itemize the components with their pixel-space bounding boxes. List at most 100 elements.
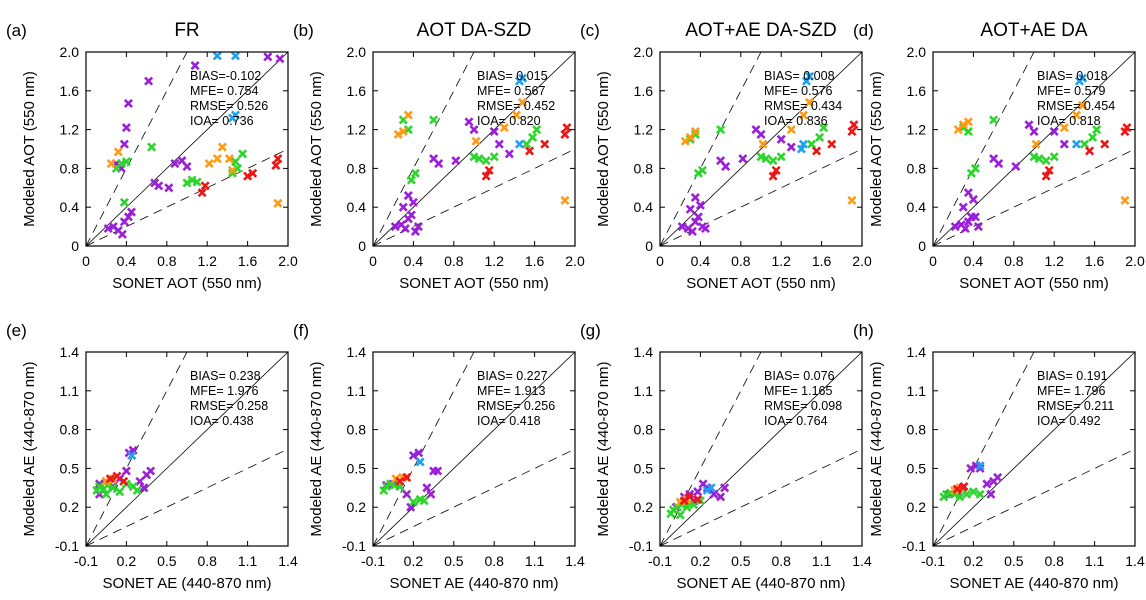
y-tick-label: 0.4 bbox=[907, 199, 927, 215]
data-point-green bbox=[970, 163, 980, 173]
data-point-green bbox=[474, 154, 484, 164]
series-orange bbox=[680, 97, 857, 205]
x-tick-label: 0.5 bbox=[1004, 553, 1024, 569]
data-point-purple bbox=[426, 489, 436, 499]
data-point-purple bbox=[993, 472, 1003, 482]
x-tick-label: 0.8 bbox=[771, 553, 791, 569]
y-axis-title: Modeled AE (440-870 nm) bbox=[595, 361, 612, 536]
y-axis-title: Modeled AOT (550 nm) bbox=[868, 71, 885, 227]
x-tick-label: 1.1 bbox=[812, 553, 832, 569]
data-point-purple bbox=[709, 489, 719, 499]
data-point-green bbox=[1041, 156, 1051, 166]
panel-title: AOT+AE DA-SZD bbox=[685, 20, 837, 41]
scatter-panel: 0 0.4 0.8 1.2 1.6 2.0 0 0.4 0.8 1.2 1.6 2.0 SONET AO… bbox=[293, 20, 585, 292]
y-tick-label: 0.8 bbox=[907, 422, 927, 438]
statistic-label: MFE= 1.796 bbox=[1037, 384, 1105, 398]
data-point-green bbox=[1088, 132, 1098, 142]
y-tick-label: 0.5 bbox=[907, 460, 927, 476]
y-tick-label: 0.8 bbox=[634, 422, 654, 438]
statistic-label: BIAS=-0.102 bbox=[190, 69, 261, 83]
one-to-one-line bbox=[86, 52, 288, 246]
statistic-label: MFE= 0.579 bbox=[1037, 84, 1105, 98]
y-tick-label: -0.1 bbox=[55, 538, 79, 554]
data-point-green bbox=[776, 152, 786, 162]
x-tick-label: 0.8 bbox=[1044, 553, 1064, 569]
x-tick-label: 0.8 bbox=[197, 553, 217, 569]
y-tick-label: 0.2 bbox=[347, 499, 367, 515]
data-point-blue bbox=[798, 139, 808, 149]
y-tick-label: 0.4 bbox=[60, 199, 80, 215]
data-point-red bbox=[402, 472, 412, 482]
statistic-label: MFE= 1.976 bbox=[190, 384, 258, 398]
statistic-label: IOA= 0.836 bbox=[764, 114, 828, 128]
y-tick-label: 1.1 bbox=[60, 383, 80, 399]
statistic-label: BIAS= 0.227 bbox=[477, 369, 548, 383]
series-red bbox=[481, 123, 572, 181]
x-tick-label: 0.5 bbox=[444, 553, 464, 569]
data-point-blue bbox=[230, 110, 240, 120]
one-to-one-line bbox=[933, 52, 1135, 246]
data-point-green bbox=[675, 510, 685, 520]
series-green bbox=[685, 123, 829, 178]
panel-letter: (b) bbox=[293, 21, 314, 40]
series-green bbox=[111, 142, 248, 207]
statistic-label: RMSE= 0.256 bbox=[477, 399, 555, 413]
data-point-purple bbox=[275, 54, 285, 64]
data-point-red bbox=[243, 171, 253, 181]
data-point-green bbox=[522, 139, 532, 149]
statistic-label: MFE= 0.567 bbox=[477, 84, 545, 98]
y-tick-label: 0 bbox=[918, 238, 926, 254]
two-to-one-line bbox=[373, 52, 475, 246]
data-point-orange bbox=[212, 154, 222, 164]
x-tick-label: 0 bbox=[656, 253, 664, 269]
data-point-red bbox=[1041, 171, 1051, 181]
data-point-green bbox=[489, 152, 499, 162]
data-point-green bbox=[410, 168, 420, 178]
x-tick-label: 2.0 bbox=[278, 253, 298, 269]
two-to-one-line bbox=[933, 352, 1035, 546]
statistic-label: RMSE= 0.434 bbox=[764, 99, 842, 113]
y-tick-label: -0.1 bbox=[902, 538, 926, 554]
statistic-label: RMSE= 0.454 bbox=[1037, 99, 1115, 113]
data-point-purple bbox=[677, 222, 687, 232]
series-orange bbox=[953, 100, 1130, 205]
data-point-blue bbox=[975, 461, 985, 471]
statistic-label: IOA= 0.438 bbox=[190, 414, 254, 428]
data-point-orange bbox=[227, 165, 237, 175]
data-point-green bbox=[121, 157, 131, 167]
data-point-blue bbox=[230, 51, 240, 61]
data-point-purple bbox=[398, 202, 408, 212]
data-point-orange bbox=[517, 97, 527, 107]
panel-letter: (d) bbox=[853, 21, 874, 40]
data-point-green bbox=[101, 489, 111, 499]
data-point-red bbox=[959, 481, 969, 492]
x-axis-title: SONET AOT (550 nm) bbox=[399, 275, 549, 292]
data-point-green bbox=[768, 156, 778, 166]
data-point-red bbox=[105, 474, 115, 484]
y-tick-label: 1.6 bbox=[347, 83, 367, 99]
data-point-purple bbox=[1029, 127, 1039, 137]
one-to-two-line bbox=[933, 448, 1135, 546]
data-point-purple bbox=[117, 229, 127, 239]
data-point-orange bbox=[963, 117, 973, 127]
statistic-label: BIAS= 0.008 bbox=[764, 69, 835, 83]
axes-frame bbox=[372, 351, 576, 547]
y-tick-label: 1.4 bbox=[634, 344, 654, 360]
data-point-orange bbox=[471, 136, 481, 146]
y-tick-label: 0.8 bbox=[60, 422, 80, 438]
data-point-purple bbox=[464, 117, 474, 127]
data-point-purple bbox=[690, 192, 700, 203]
data-point-purple bbox=[776, 134, 786, 144]
x-tick-label: 1.2 bbox=[1044, 253, 1064, 269]
panel-letter: (a) bbox=[6, 21, 27, 40]
data-point-green bbox=[968, 487, 978, 497]
data-point-orange bbox=[804, 97, 814, 107]
data-point-blue bbox=[514, 76, 524, 86]
data-point-blue bbox=[1071, 139, 1081, 149]
data-point-purple bbox=[403, 191, 413, 201]
data-point-green bbox=[1034, 154, 1044, 164]
data-point-green bbox=[182, 178, 192, 188]
data-point-red bbox=[693, 494, 703, 504]
data-point-orange bbox=[560, 195, 570, 205]
